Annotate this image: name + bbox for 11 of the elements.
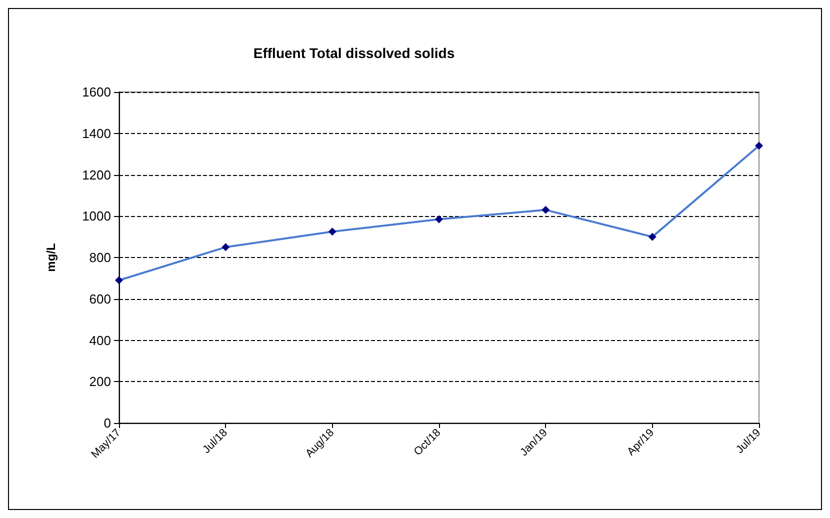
y-tick-label: 200 (89, 374, 111, 390)
y-tick-label: 1200 (82, 167, 111, 182)
y-tick-label: 600 (89, 291, 111, 306)
y-tick-label: 1400 (82, 126, 111, 141)
chart-title: Effluent Total dissolved solids (253, 45, 455, 61)
y-tick-label: 800 (89, 250, 111, 265)
y-tick-label: 1000 (82, 208, 111, 224)
y-tick-label: 0 (104, 416, 111, 430)
y-axis-title: mg/L (44, 243, 58, 272)
y-tick-label: 1600 (82, 84, 111, 100)
y-tick-label: 400 (89, 332, 111, 348)
